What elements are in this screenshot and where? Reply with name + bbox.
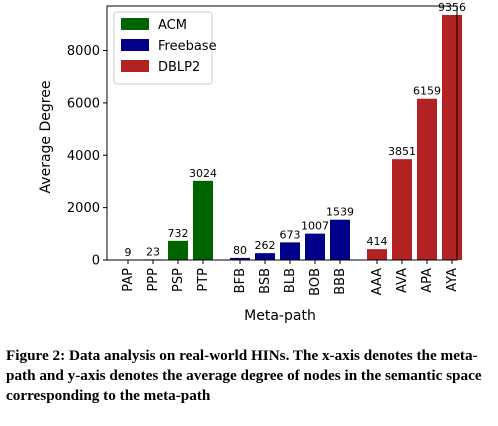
x-tick-label-aaa: AAA bbox=[370, 268, 385, 296]
legend-swatch-acm bbox=[121, 18, 149, 30]
data-label-apa: 6159 bbox=[413, 85, 441, 98]
x-axis-label: Meta-path bbox=[244, 308, 316, 324]
x-tick-label-ppp: PPP bbox=[146, 268, 161, 292]
x-tick-label-apa: APA bbox=[420, 268, 435, 293]
bar-aaa bbox=[367, 249, 387, 260]
y-tick-label: 2000 bbox=[67, 201, 100, 216]
bar-ptp bbox=[193, 180, 213, 260]
bar-bsb bbox=[255, 253, 275, 260]
legend-label-acm: ACM bbox=[158, 18, 187, 33]
y-axis-label: Average Degree bbox=[38, 81, 54, 194]
x-tick-label-psp: PSP bbox=[171, 268, 186, 292]
axes-layer: PAP PPP PSP PTP BFB BSB BLB BOB BBB AAA AVA APA AYA 0… bbox=[67, 5, 460, 296]
x-tick-label-aya: AYA bbox=[445, 268, 460, 292]
bar-apa bbox=[417, 98, 437, 261]
data-label-aaa: 414 bbox=[367, 235, 388, 248]
plot-frame bbox=[106, 5, 458, 261]
bar-blb bbox=[280, 242, 300, 260]
y-tick-label: 4000 bbox=[67, 149, 100, 164]
data-label-ptp: 3024 bbox=[189, 167, 217, 180]
data-label-aya: 9356 bbox=[438, 1, 466, 14]
data-label-psp: 732 bbox=[168, 227, 189, 240]
x-tick-label-bob: BOB bbox=[308, 268, 323, 296]
bar-bbb bbox=[330, 219, 350, 260]
bar-bob bbox=[305, 233, 325, 260]
x-tick-label-pap: PAP bbox=[121, 268, 136, 292]
legend-swatch-freebase bbox=[121, 39, 149, 51]
y-tick-label: 6000 bbox=[67, 96, 100, 111]
data-label-blb: 673 bbox=[280, 228, 301, 241]
data-label-ava: 3851 bbox=[388, 145, 416, 158]
legend-label-dblp2: DBLP2 bbox=[158, 60, 200, 75]
data-label-bbb: 1539 bbox=[326, 206, 354, 219]
y-tick-label: 0 bbox=[92, 254, 100, 269]
y-tick-label: 8000 bbox=[67, 44, 100, 59]
data-label-bob: 1007 bbox=[301, 220, 329, 233]
bar-aya bbox=[442, 15, 462, 260]
data-label-ppp: 23 bbox=[146, 245, 160, 258]
x-tick-label-bbb: BBB bbox=[333, 268, 348, 295]
x-tick-label-bfb: BFB bbox=[233, 268, 248, 293]
bar-psp bbox=[168, 240, 188, 260]
data-label-bfb: 80 bbox=[233, 244, 247, 257]
data-label-bsb: 262 bbox=[255, 239, 276, 252]
legend-swatch-dblp2 bbox=[121, 60, 149, 72]
x-tick-label-ptp: PTP bbox=[196, 268, 211, 292]
legend: ACM Freebase DBLP2 bbox=[113, 11, 217, 85]
legend-label-freebase: Freebase bbox=[158, 39, 217, 54]
figure-caption: Figure 2: Data analysis on real-world HI… bbox=[6, 347, 482, 404]
x-tick-label-bsb: BSB bbox=[258, 268, 273, 294]
data-label-pap: 9 bbox=[125, 246, 132, 259]
bar-bfb bbox=[230, 257, 250, 260]
bar-ava bbox=[392, 159, 412, 260]
x-tick-label-blb: BLB bbox=[283, 268, 298, 293]
x-tick-label-ava: AVA bbox=[395, 268, 410, 293]
